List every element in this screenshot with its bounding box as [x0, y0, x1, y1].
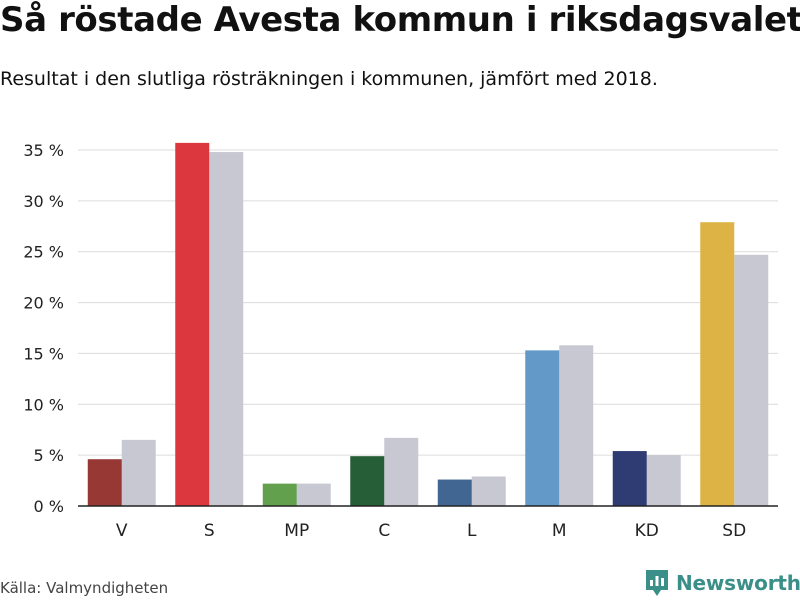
- brand-logo[interactable]: Newsworthy: [644, 568, 800, 598]
- bar-2018-mp: [296, 483, 331, 506]
- x-tick-label: S: [204, 521, 215, 541]
- bar-current-mp: [262, 483, 297, 506]
- y-tick-label: 15 %: [23, 344, 64, 363]
- newsworthy-logo-icon: [646, 570, 668, 596]
- chart-title: Så röstade Avesta kommun i riksdagsvalet: [0, 0, 800, 40]
- bar-2018-kd: [646, 455, 681, 506]
- bar-current-c: [350, 456, 385, 506]
- bar-current-l: [437, 479, 472, 506]
- bar-2018-m: [559, 345, 594, 506]
- bar-current-s: [175, 142, 210, 506]
- bar-current-sd: [700, 222, 735, 506]
- y-tick-label: 20 %: [23, 294, 64, 313]
- chart-subtitle: Resultat i den slutliga rösträkningen i …: [0, 68, 658, 90]
- bar-current-m: [525, 350, 560, 506]
- bar-2018-s: [209, 152, 244, 506]
- x-tick-label: KD: [635, 521, 659, 541]
- bar-2018-sd: [734, 254, 769, 506]
- x-tick-label: C: [378, 521, 390, 541]
- x-tick-label: L: [467, 521, 477, 541]
- brand-name: Newsworthy: [676, 571, 800, 595]
- y-tick-label: 35 %: [23, 141, 64, 160]
- y-tick-label: 30 %: [23, 192, 64, 211]
- x-tick-label: SD: [722, 521, 746, 541]
- x-tick-label: M: [552, 521, 567, 541]
- bar-2018-v: [121, 439, 156, 506]
- y-tick-label: 10 %: [23, 395, 64, 414]
- y-tick-label: 25 %: [23, 243, 64, 262]
- bar-current-v: [87, 459, 122, 506]
- bar-2018-c: [384, 437, 419, 506]
- bar-current-kd: [612, 451, 647, 506]
- bar-2018-l: [471, 476, 506, 506]
- y-tick-label: 5 %: [34, 446, 64, 465]
- source-note: Källa: Valmyndigheten: [0, 579, 169, 597]
- x-tick-label: V: [116, 521, 128, 541]
- y-tick-label: 0 %: [34, 497, 64, 516]
- x-tick-label: MP: [284, 521, 309, 541]
